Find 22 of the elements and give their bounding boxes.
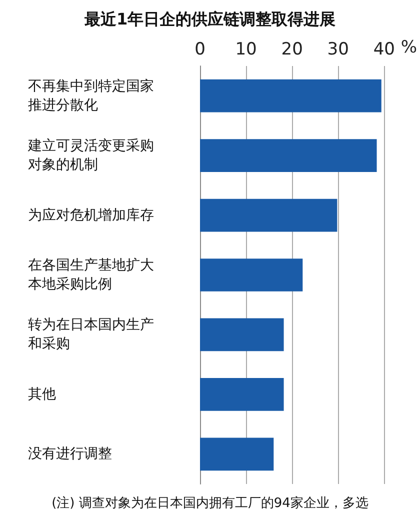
y-tick-label: 其他 <box>28 386 56 402</box>
x-tick-label: 10 <box>235 40 257 60</box>
bar <box>200 318 284 352</box>
x-tick-label: 40 <box>373 40 395 60</box>
text: (注) 调查对象为在日本国内拥有工厂的94家企业，多选 <box>52 495 368 511</box>
x-axis-title: % <box>400 38 418 58</box>
y-tick-label: 为应对危机增加库存 <box>28 207 154 224</box>
bar <box>200 378 284 411</box>
bar <box>200 258 303 292</box>
bar <box>200 198 338 232</box>
y-tick-label: 建立可灵活变更采购对象的机制 <box>27 138 154 174</box>
y-tick-label: 在各国生产基地扩大本地采购比例 <box>28 258 154 292</box>
bar <box>200 438 274 471</box>
bar <box>200 79 382 112</box>
x-tick-label: 0 <box>194 40 206 60</box>
x-tick-label: 30 <box>327 40 349 60</box>
y-tick-label: 转为在日本国内生产和采购 <box>28 317 154 352</box>
bar <box>200 139 377 172</box>
y-tick-label: 没有进行调整 <box>28 446 112 462</box>
x-tick-label: 20 <box>281 40 303 60</box>
chart-title: 最近1年日企的供应链调整取得进展 <box>83 10 336 28</box>
y-tick-label: 不再集中到特定国家推进分散化 <box>28 78 154 114</box>
